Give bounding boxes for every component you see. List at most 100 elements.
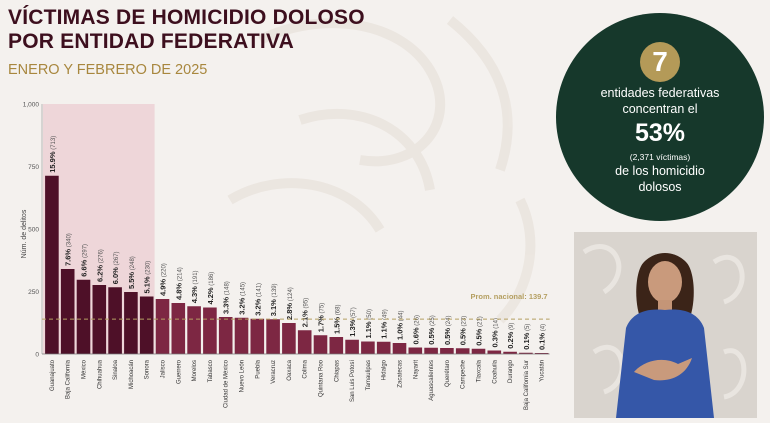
- chart-bar: [503, 351, 517, 354]
- bar-count-label: (14): [493, 318, 499, 330]
- bar-count-label: (267): [114, 251, 120, 267]
- category-label: Morelos: [192, 360, 198, 381]
- category-label: Chiapas: [334, 360, 340, 382]
- bar-count-label: (95): [304, 298, 310, 310]
- chart-bar: [424, 347, 438, 354]
- bar-value-label: 7.6% (340): [64, 233, 73, 266]
- bar-value-label: 4.3% (191): [190, 270, 199, 303]
- category-label: Campeche: [461, 359, 467, 389]
- bar-percent-label: 3.1%: [269, 299, 278, 316]
- category-label: Veracruz: [271, 360, 277, 384]
- bar-percent-label: 5.5%: [127, 272, 136, 289]
- chart-bar: [187, 306, 201, 354]
- bar-percent-label: 6.0%: [111, 267, 120, 284]
- bar-value-label: 5.1% (230): [143, 261, 152, 294]
- bar-count-label: (9): [509, 323, 515, 332]
- bar-percent-label: 0.5%: [475, 328, 484, 345]
- bar-count-label: (50): [367, 309, 373, 321]
- category-label: Oaxaca: [287, 359, 293, 380]
- bar-count-label: (186): [209, 272, 215, 288]
- bar-count-label: (5): [525, 324, 531, 333]
- bar-count-label: (26): [414, 315, 420, 327]
- badge-text-line-1: entidades federativas: [600, 86, 720, 100]
- category-label: Ciudad de México: [224, 359, 230, 408]
- chart-bar: [45, 175, 59, 354]
- y-tick-label: 750: [28, 164, 39, 171]
- bar-count-label: (68): [335, 305, 341, 317]
- category-label: Durango: [508, 359, 514, 383]
- category-label: Coahuila: [492, 359, 498, 383]
- bar-count-label: (44): [399, 311, 405, 323]
- bar-count-label: (220): [162, 263, 168, 279]
- page-subtitle: ENERO Y FEBRERO DE 2025: [8, 62, 208, 78]
- chart-bar: [218, 317, 233, 354]
- bar-value-label: 1.5% (68): [332, 305, 341, 334]
- bar-value-label: 2.1% (95): [301, 298, 310, 327]
- bar-value-label: 4.2% (186): [206, 272, 215, 305]
- bar-value-label: 3.2% (141): [253, 283, 262, 316]
- chart-bar: [440, 348, 454, 354]
- bar-count-label: (713): [51, 136, 57, 152]
- category-label: Yucatán: [540, 360, 546, 382]
- chart-bar: [203, 307, 217, 354]
- category-label: Baja California Sur: [524, 360, 530, 410]
- y-tick-label: 0: [35, 352, 39, 359]
- bar-percent-label: 1.0%: [396, 323, 405, 340]
- bar-count-label: (23): [462, 316, 468, 328]
- badge-text-line-2: concentran el: [622, 102, 698, 116]
- page-title-line-1: VÍCTIMAS DE HOMICIDIO DOLOSO: [8, 6, 365, 29]
- bar-value-label: 3.1% (139): [269, 283, 278, 316]
- chart-bar: [345, 339, 359, 354]
- chart-bar: [139, 296, 154, 354]
- bar-percent-label: 6.2%: [95, 265, 104, 282]
- category-label: San Luis Potosí: [350, 360, 356, 402]
- bar-count-label: (141): [256, 283, 262, 299]
- category-label: Quintana Roo: [319, 359, 325, 397]
- chart-bar: [76, 279, 91, 354]
- chart-bar: [234, 317, 249, 354]
- summary-badge: 7 entidades federativas concentran el 53…: [556, 13, 764, 221]
- bar-count-label: (57): [351, 307, 357, 319]
- chart-bar: [487, 350, 502, 354]
- category-label: Tabasco: [208, 359, 214, 382]
- category-label: Michoacán: [129, 360, 135, 389]
- bar-percent-label: 1.1%: [380, 321, 389, 338]
- category-label: Chihuahua: [97, 359, 103, 389]
- bar-percent-label: 15.9%: [48, 151, 57, 173]
- bar-value-label: 0.5% (24): [443, 316, 452, 345]
- chart-bar: [376, 341, 391, 354]
- bar-percent-label: 3.2%: [238, 297, 247, 314]
- category-label: Tamaulipas: [366, 360, 372, 390]
- bar-percent-label: 4.9%: [159, 279, 168, 296]
- bar-percent-label: 1.3%: [348, 319, 357, 336]
- bar-count-label: (75): [320, 303, 326, 315]
- category-label: Aguascalientes: [429, 360, 435, 401]
- bar-percent-label: 2.1%: [301, 310, 310, 327]
- title-block: VÍCTIMAS DE HOMICIDIO DOLOSO POR ENTIDAD…: [8, 6, 365, 78]
- category-label: Nayarit: [413, 360, 419, 379]
- badge-text-line-3: de los homicidio: [615, 164, 705, 178]
- y-tick-label: 250: [28, 289, 39, 296]
- category-label: Zacatecas: [398, 360, 404, 388]
- bar-count-label: (214): [177, 267, 183, 283]
- bar-count-label: (148): [225, 281, 231, 297]
- category-label: Baja California: [66, 359, 72, 399]
- bar-percent-label: 1.7%: [317, 315, 326, 332]
- bar-percent-label: 0.3%: [490, 330, 499, 347]
- bar-count-label: (297): [83, 244, 89, 260]
- bar-value-label: 0.1% (5): [522, 324, 531, 350]
- category-label: Guerrero: [176, 359, 182, 384]
- chart-bar: [313, 335, 328, 354]
- bar-value-label: 0.5% (25): [427, 315, 436, 344]
- category-label: Nuevo León: [240, 360, 246, 392]
- badge-number: 7: [640, 42, 680, 82]
- bar-count-label: (21): [478, 316, 484, 328]
- category-label: México: [82, 359, 88, 379]
- category-label: Tlaxcala: [477, 359, 483, 382]
- badge-text-line-4: dolosos: [638, 180, 682, 194]
- chart-bar: [534, 353, 549, 354]
- category-label: Sinaloa: [113, 359, 119, 380]
- bar-percent-label: 0.5%: [459, 328, 468, 345]
- bar-count-label: (191): [193, 270, 199, 286]
- category-label: Hidalgo: [382, 359, 388, 380]
